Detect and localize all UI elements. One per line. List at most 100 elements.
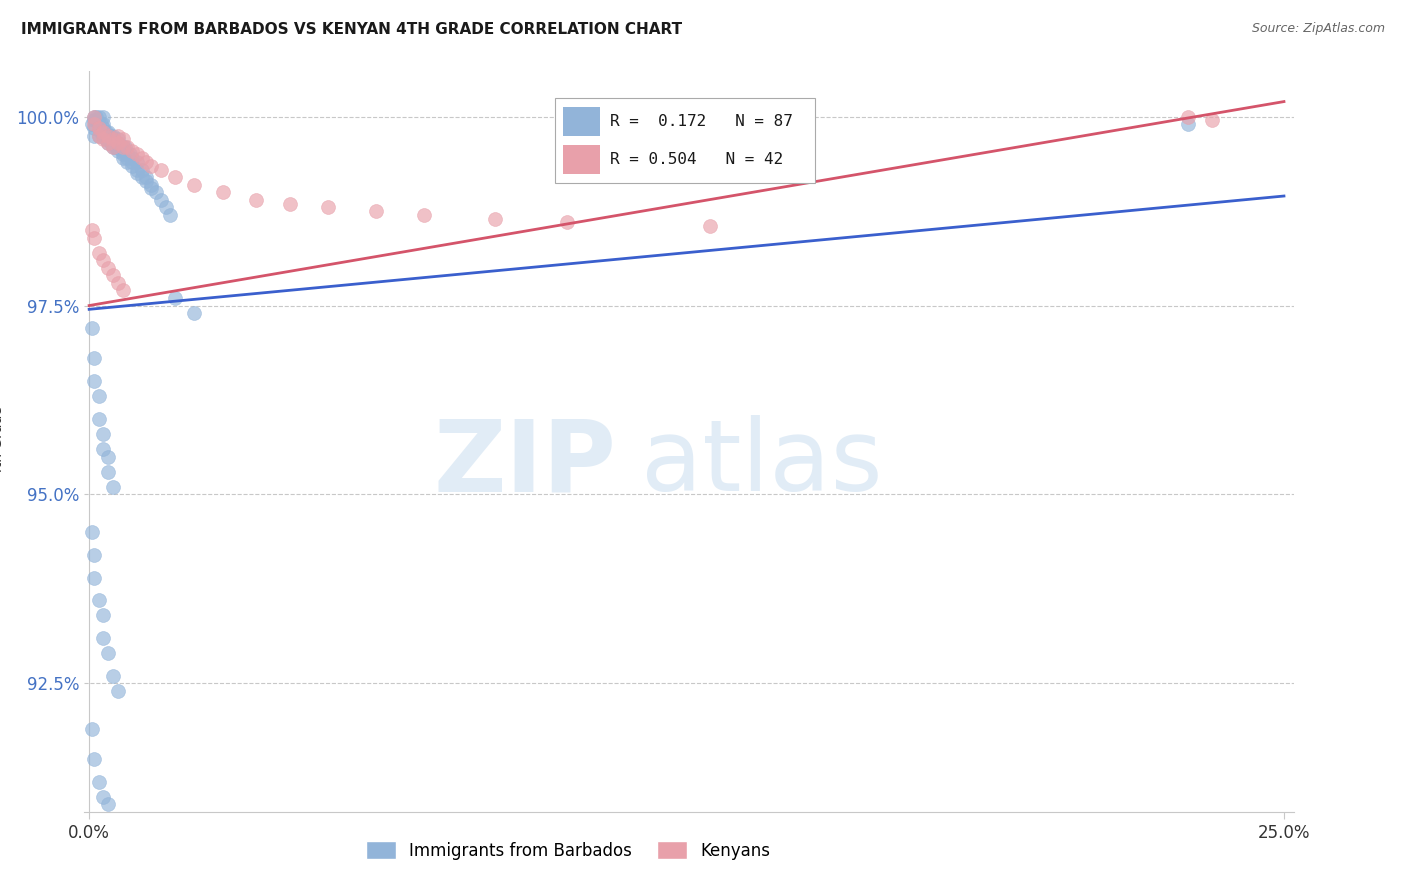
Text: IMMIGRANTS FROM BARBADOS VS KENYAN 4TH GRADE CORRELATION CHART: IMMIGRANTS FROM BARBADOS VS KENYAN 4TH G… xyxy=(21,22,682,37)
Text: Source: ZipAtlas.com: Source: ZipAtlas.com xyxy=(1251,22,1385,36)
Point xyxy=(97,125,120,139)
Point xyxy=(364,204,387,219)
Point xyxy=(87,110,110,124)
Point xyxy=(93,125,115,139)
Point xyxy=(80,117,103,131)
Point xyxy=(93,427,115,442)
Point xyxy=(83,374,105,388)
Point xyxy=(125,166,148,180)
Point xyxy=(1177,117,1199,131)
Point xyxy=(278,196,301,211)
Point xyxy=(97,646,120,660)
Point xyxy=(97,797,120,812)
Point xyxy=(93,442,115,456)
Point xyxy=(97,465,120,479)
Point xyxy=(117,155,139,169)
Point xyxy=(101,132,124,146)
Point xyxy=(484,211,506,226)
Point xyxy=(131,170,153,185)
Point xyxy=(83,110,105,124)
Text: ZIP: ZIP xyxy=(433,416,616,512)
Point xyxy=(125,162,148,177)
Point xyxy=(121,144,143,158)
Point xyxy=(94,125,117,139)
Point xyxy=(245,193,267,207)
Text: R = 0.504   N = 42: R = 0.504 N = 42 xyxy=(610,152,783,167)
Point xyxy=(87,593,110,607)
Point xyxy=(125,147,148,161)
FancyBboxPatch shape xyxy=(564,145,599,175)
Point xyxy=(93,631,115,645)
Point xyxy=(699,219,721,234)
Point xyxy=(84,113,107,128)
Point xyxy=(93,110,115,124)
Point xyxy=(149,193,172,207)
Point xyxy=(111,147,134,161)
Text: R =  0.172   N = 87: R = 0.172 N = 87 xyxy=(610,114,793,129)
Point xyxy=(111,132,134,146)
Point xyxy=(101,132,124,146)
Point xyxy=(111,151,134,165)
Point xyxy=(101,140,124,154)
Point xyxy=(97,450,120,464)
Point xyxy=(83,230,105,244)
Point xyxy=(117,140,139,154)
Point xyxy=(101,136,124,150)
Point xyxy=(141,178,163,192)
Point xyxy=(87,389,110,403)
Point xyxy=(80,223,103,237)
Point xyxy=(83,110,105,124)
Point xyxy=(93,128,115,143)
Point xyxy=(101,268,124,283)
Point xyxy=(93,125,115,139)
Point xyxy=(83,117,105,131)
Point xyxy=(93,789,115,804)
Point xyxy=(107,276,129,290)
Point xyxy=(107,128,129,143)
Point xyxy=(93,608,115,623)
Point xyxy=(84,110,107,124)
Point xyxy=(87,121,110,136)
Legend: Immigrants from Barbados, Kenyans: Immigrants from Barbados, Kenyans xyxy=(359,835,778,866)
Point xyxy=(83,113,105,128)
Point xyxy=(83,548,105,562)
Point xyxy=(87,774,110,789)
Point xyxy=(141,181,163,195)
Point xyxy=(159,208,181,222)
Point xyxy=(101,140,124,154)
Point xyxy=(107,144,129,158)
Point xyxy=(135,170,157,185)
Point xyxy=(80,722,103,736)
Point xyxy=(90,125,112,139)
Point xyxy=(87,412,110,426)
Point xyxy=(114,140,136,154)
Point xyxy=(87,128,110,143)
Point xyxy=(125,155,148,169)
Point xyxy=(155,200,177,214)
FancyBboxPatch shape xyxy=(555,98,815,183)
Point xyxy=(80,525,103,540)
Point xyxy=(107,136,129,150)
Point xyxy=(121,151,143,165)
Point xyxy=(165,170,187,185)
Point xyxy=(118,147,141,161)
Point xyxy=(101,128,124,143)
Point xyxy=(135,155,157,169)
Point xyxy=(93,121,115,136)
Point xyxy=(141,159,163,173)
Point xyxy=(104,140,127,154)
Point xyxy=(131,162,153,177)
Point xyxy=(83,351,105,366)
Point xyxy=(87,245,110,260)
Point xyxy=(107,132,129,146)
Point xyxy=(145,186,167,200)
Point xyxy=(97,128,120,143)
Point xyxy=(107,683,129,698)
Point xyxy=(101,669,124,683)
Point xyxy=(80,321,103,335)
Point xyxy=(555,215,578,229)
Point xyxy=(107,136,129,150)
Point xyxy=(165,291,187,305)
Point xyxy=(87,117,110,131)
Text: atlas: atlas xyxy=(641,416,882,512)
